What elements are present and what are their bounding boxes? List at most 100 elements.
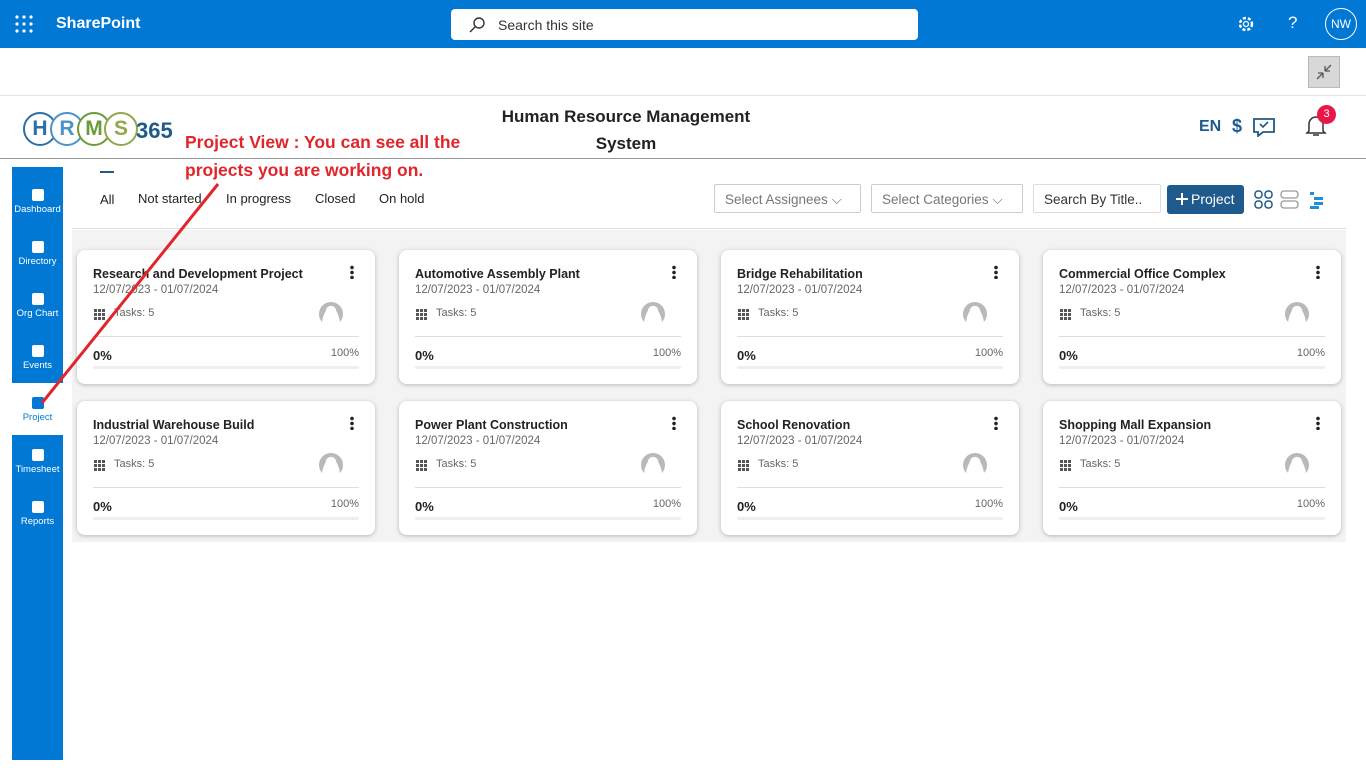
nav-icon (31, 293, 44, 305)
project-title: Automotive Assembly Plant (415, 267, 580, 281)
nav-item[interactable]: Timesheet (12, 435, 63, 487)
title-search[interactable]: Search By Title.. (1033, 184, 1161, 213)
nav-icon (31, 397, 44, 409)
task-count: Tasks: 5 (436, 458, 477, 470)
menu-button[interactable] (350, 416, 354, 430)
nav-icon (31, 189, 44, 201)
nav-icon (31, 345, 44, 357)
task-count: Tasks: 5 (758, 307, 799, 319)
progress-track (415, 517, 681, 520)
task-count: Tasks: 5 (1080, 307, 1121, 319)
assignee-filter[interactable]: Select Assignees ⌵ (714, 184, 861, 213)
grid-icon (1060, 460, 1071, 471)
grid-icon (94, 460, 105, 471)
progress-track (93, 366, 359, 369)
task-count: Tasks: 5 (1080, 458, 1121, 470)
progress: 0% (93, 499, 112, 514)
menu-button[interactable] (1316, 265, 1320, 279)
collapse-button[interactable] (1308, 56, 1340, 88)
search-placeholder: Search this site (498, 17, 594, 33)
filter-tab[interactable]: Closed (315, 191, 356, 206)
project-dates: 12/07/2023 - 01/07/2024 (737, 284, 863, 296)
logo-letter: S (104, 112, 138, 146)
card-divider (1059, 336, 1325, 337)
add-project-button[interactable]: Project (1167, 185, 1244, 214)
grid-icon (738, 309, 749, 320)
nav-label: Org Chart (16, 308, 59, 319)
progress-target: 100% (974, 347, 1003, 359)
project-title: Commercial Office Complex (1059, 267, 1226, 281)
nav-item[interactable]: Directory (12, 227, 63, 279)
menu-button[interactable] (672, 416, 676, 430)
project-card[interactable]: Automotive Assembly Plant 12/07/2023 - 01… (399, 250, 697, 384)
add-project-label: Project (1191, 191, 1235, 207)
project-card[interactable]: Commercial Office Complex 12/07/2023 - 01… (1043, 250, 1341, 384)
menu-button[interactable] (994, 265, 998, 279)
menu-button[interactable] (350, 265, 354, 279)
currency[interactable]: $ (1232, 116, 1243, 136)
nav-item[interactable]: Dashboard (12, 175, 63, 227)
card-divider (93, 336, 359, 337)
task-count: Tasks: 5 (436, 307, 477, 319)
project-card[interactable]: Industrial Warehouse Build 12/07/2023 - 0… (77, 401, 375, 535)
project-card[interactable]: Shopping Mall Expansion 12/07/2023 - 01/0… (1043, 401, 1341, 535)
nav-label: Directory (18, 256, 57, 267)
task-count: Tasks: 5 (114, 458, 155, 470)
user-avatar[interactable]: NW (1325, 8, 1357, 40)
filter-tab[interactable]: Not started (138, 191, 202, 206)
filter-tab[interactable]: All (100, 192, 115, 207)
nav-label: Dashboard (14, 204, 61, 215)
view-switch[interactable] (1254, 190, 1326, 210)
nav-item[interactable]: Org Chart (12, 279, 63, 331)
project-card[interactable]: Research and Development Project 12/07/20… (77, 250, 375, 384)
assignee-avatar (1285, 302, 1309, 326)
divider (0, 95, 1366, 96)
assignee-avatar (319, 453, 343, 477)
nav-label: Reports (20, 516, 55, 527)
assignee-avatar (1285, 453, 1309, 477)
site-title: Human Resource Management System (501, 107, 751, 153)
progress: 0% (737, 348, 756, 363)
nav-item[interactable]: Project (12, 383, 63, 435)
project-grid: Research and Development Project 12/07/20… (72, 230, 1346, 542)
nav-item[interactable]: Reports (12, 487, 63, 539)
progress-track (737, 517, 1003, 520)
progress-target: 100% (330, 498, 359, 510)
progress-target: 100% (330, 347, 359, 359)
category-filter[interactable]: Select Categories ⌵ (871, 184, 1023, 213)
assignee-avatar (963, 302, 987, 326)
filter-tab[interactable]: On hold (379, 191, 425, 206)
menu-button[interactable] (672, 265, 676, 279)
annotation: Project View : You can see all the proje… (185, 132, 461, 180)
project-card[interactable]: Power Plant Construction 12/07/2023 - 01/… (399, 401, 697, 535)
project-dates: 12/07/2023 - 01/07/2024 (1059, 435, 1185, 447)
feedback-icon[interactable] (1252, 117, 1276, 137)
project-title: Bridge Rehabilitation (737, 267, 863, 281)
project-card[interactable]: School Renovation 12/07/2023 - 01/07/2024… (721, 401, 1019, 535)
category-label: Select Categories (882, 192, 989, 207)
assignee-avatar (641, 453, 665, 477)
menu-button[interactable] (994, 416, 998, 430)
progress: 0% (415, 348, 434, 363)
progress-track (1059, 517, 1325, 520)
project-title: School Renovation (737, 418, 851, 432)
filter-tab[interactable]: In progress (226, 191, 292, 206)
nav-label: Events (22, 360, 53, 371)
search-box[interactable]: Search this site (451, 9, 918, 40)
help-icon[interactable]: ? (1288, 13, 1298, 32)
project-card[interactable]: Bridge Rehabilitation 12/07/2023 - 01/07/… (721, 250, 1019, 384)
menu-button[interactable] (1316, 416, 1320, 430)
progress-track (1059, 366, 1325, 369)
nav-item[interactable]: Events (12, 331, 63, 383)
grid-icon (416, 309, 427, 320)
project-title: Power Plant Construction (415, 418, 568, 432)
app-launcher[interactable] (15, 15, 33, 33)
progress: 0% (737, 499, 756, 514)
app-name[interactable]: SharePoint (56, 15, 141, 32)
language[interactable]: EN (1199, 118, 1222, 135)
project-dates: 12/07/2023 - 01/07/2024 (1059, 284, 1185, 296)
project-dates: 12/07/2023 - 01/07/2024 (415, 284, 541, 296)
settings-icon[interactable] (1237, 15, 1255, 33)
